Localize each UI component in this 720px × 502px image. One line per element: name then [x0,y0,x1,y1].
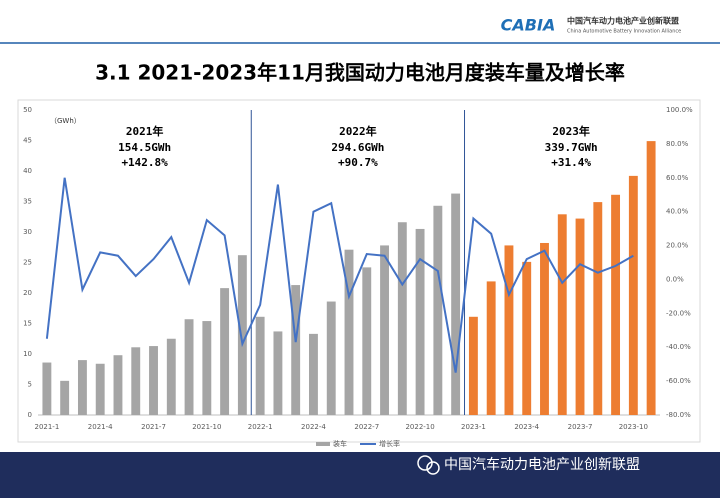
bar [522,261,532,415]
y2-tick-label: -80.0% [666,411,691,419]
period-total: 154.5GWh [118,141,171,154]
legend-label: 装车 [333,439,347,448]
period-total: 294.6GWh [331,141,384,154]
wechat-icon [417,455,433,471]
period-label: 2021年 [126,124,164,138]
bar [344,249,354,415]
org-cn: 中国汽车动力电池产业创新联盟 [567,16,679,26]
period-growth: +90.7% [338,156,378,169]
period-growth: +31.4% [551,156,591,169]
y2-tick-label: 0.0% [666,275,684,283]
y-tick-label: 10 [23,350,32,358]
bar [237,255,247,415]
bar [113,355,123,415]
period-growth: +142.8% [121,156,168,169]
bar [433,205,443,415]
bar [504,245,514,415]
y-tick-label: 45 [23,137,32,145]
bar [149,346,158,415]
y2-tick-label: 80.0% [666,140,689,148]
y-tick-label: 0 [28,411,32,419]
x-tick-label: 2021-10 [192,423,221,431]
y-unit: （GWh） [50,117,81,125]
y-tick-label: 35 [23,198,32,206]
bar [540,242,549,415]
bar [557,214,567,415]
y2-tick-label: 60.0% [666,174,689,182]
x-tick-label: 2022-10 [405,423,434,431]
bar [95,363,105,415]
x-tick-label: 2022-4 [301,423,326,431]
footer-band [0,452,720,498]
y-tick-label: 20 [23,289,32,297]
org-en: China Automotive Battery Innovation Alli… [567,29,681,35]
bar [415,228,425,415]
y2-tick-label: 20.0% [666,242,689,250]
y2-tick-label: 100.0% [666,106,693,114]
bar [575,218,585,415]
period-total: 339.7GWh [545,141,598,154]
y2-tick-label: 40.0% [666,208,689,216]
bar [166,338,176,415]
x-tick-label: 2022-7 [354,423,379,431]
legend-label: 增长率 [379,439,400,448]
bar [273,331,283,415]
bar [593,202,603,415]
bar [397,222,407,415]
bar [362,267,372,415]
y-tick-label: 5 [28,381,32,389]
period-label: 2022年 [339,124,377,138]
x-tick-label: 2023-7 [568,423,593,431]
legend-swatch [316,442,330,446]
bar [611,194,621,415]
bar [291,285,301,415]
bar [131,347,141,415]
growth-line [45,177,634,373]
wechat-icon [426,461,440,475]
y-tick-label: 40 [23,167,32,175]
x-tick-label: 2023-10 [619,423,648,431]
x-tick-label: 2022-1 [248,423,273,431]
x-tick-label: 2021-1 [34,423,59,431]
y-tick-label: 50 [23,106,32,114]
x-tick-label: 2023-4 [514,423,539,431]
bar [184,319,194,415]
x-tick-label: 2021-4 [88,423,113,431]
y-tick-label: 15 [23,320,32,328]
footer-text: 中国汽车动力电池产业创新联盟 [444,456,640,473]
slide-title: 3.1 2021-2023年11月我国动力电池月度装车量及增长率 [95,61,625,85]
bar [451,193,461,415]
logo: CABIA [501,16,556,35]
period-label: 2023年 [552,124,590,138]
bar [60,380,70,415]
bar [486,281,496,415]
bar [628,175,638,415]
y2-tick-label: -40.0% [666,343,691,351]
bar [220,288,230,415]
y2-tick-label: -20.0% [666,309,691,317]
y-tick-label: 25 [23,259,32,267]
bar [309,333,318,415]
x-tick-label: 2021-7 [141,423,166,431]
y-tick-label: 30 [23,228,32,236]
bar [42,362,52,415]
bar [326,301,336,415]
x-tick-label: 2023-1 [461,423,486,431]
y2-tick-label: -60.0% [666,377,691,385]
bar [255,316,265,415]
bar [468,316,478,415]
bar [380,245,389,415]
bar [646,141,656,416]
bar [202,321,212,415]
bar [77,360,87,415]
